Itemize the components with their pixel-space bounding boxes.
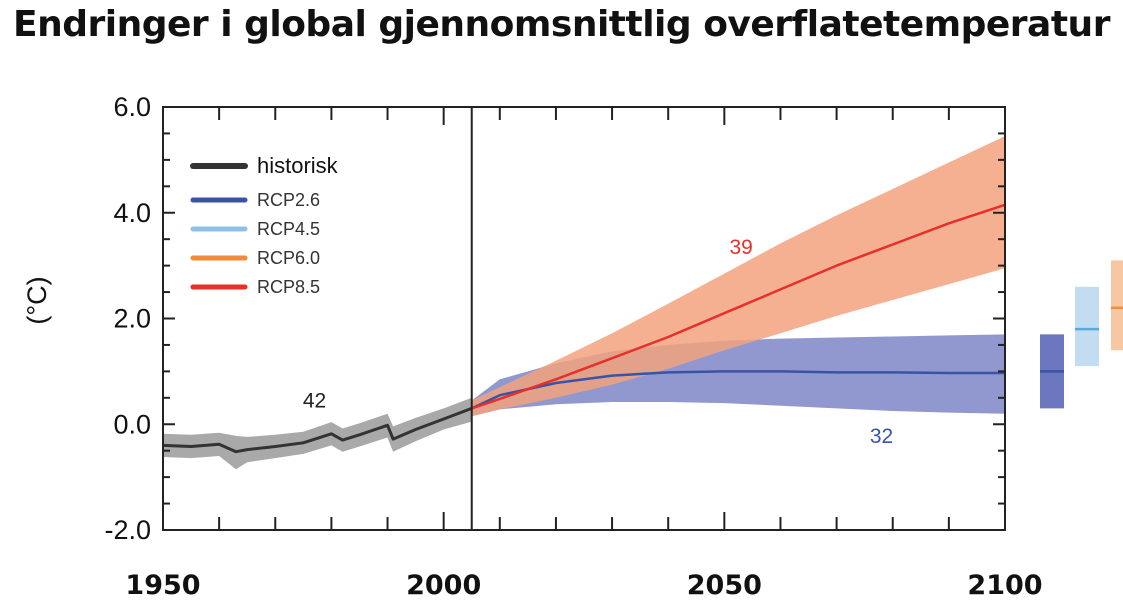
count-label-rcp26: 32 — [870, 425, 893, 448]
y-tick-label: 4.0 — [113, 198, 151, 228]
legend-label: RCP8.5 — [257, 277, 320, 297]
axis-labels: -2.0 0.0 2.0 4.0 6.0 1950 2000 2050 2100 (°C) — [22, 92, 1043, 601]
y-tick-label: 2.0 — [113, 304, 151, 334]
legend: historisk RCP2.6 RCP4.5 RCP6.0 RCP8.5 — [190, 153, 339, 297]
legend-label: historisk — [257, 153, 339, 178]
y-tick-label: -2.0 — [104, 515, 151, 545]
x-tick-label: 2000 — [406, 570, 481, 601]
y-axis-label: (°C) — [22, 276, 52, 324]
y-tick-label: 6.0 — [113, 92, 151, 122]
count-label-rcp85: 39 — [729, 236, 752, 259]
side-bar-rcp45 — [1075, 286, 1099, 367]
annotations: 42 32 39 — [303, 236, 893, 448]
line-historisk — [162, 406, 473, 454]
count-label-historisk: 42 — [303, 389, 326, 412]
x-tick-label: 2050 — [687, 570, 762, 601]
side-bars — [1040, 260, 1123, 409]
x-tick-label: 1950 — [125, 570, 200, 601]
series-lines — [162, 203, 1006, 454]
chart-title: Endringer i global gjennomsnittlig overf… — [13, 4, 1110, 45]
side-bar-rcp60 — [1111, 260, 1123, 351]
legend-label: RCP2.6 — [257, 190, 320, 210]
line-rcp85 — [471, 203, 1006, 410]
axis-ticks — [162, 106, 1006, 531]
legend-label: RCP4.5 — [257, 219, 320, 239]
x-tick-label: 2100 — [967, 570, 1042, 601]
legend-label: RCP6.0 — [257, 248, 320, 268]
y-tick-label: 0.0 — [113, 409, 151, 439]
uncertainty-bands — [163, 136, 1005, 470]
band-rcp85 — [471, 136, 1005, 417]
